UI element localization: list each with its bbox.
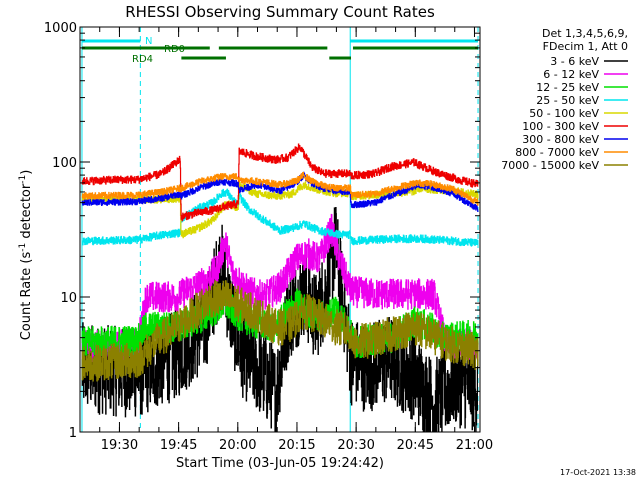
x-tick-label: 19:30	[101, 438, 138, 453]
legend-label: 25 - 50 keV	[536, 94, 599, 107]
x-tick-label: 19:45	[160, 438, 197, 453]
legend-label: 300 - 800 keV	[522, 133, 599, 146]
series-100-300-kev-line	[81, 143, 479, 222]
legend-label: 3 - 6 keV	[550, 55, 599, 68]
state-bar-label-rd0: RD0	[164, 44, 185, 55]
x-tick-label: 20:30	[337, 438, 374, 453]
x-tick-label: 21:00	[456, 438, 493, 453]
y-tick-label: 1000	[44, 21, 77, 36]
legend-label: 7000 - 15000 keV	[501, 159, 599, 172]
legend-label: 100 - 300 keV	[522, 120, 599, 133]
y-axis-title-end: )	[19, 170, 34, 175]
plot-area: N RD0 RD4 1 10 100 1000 19:30 19:45 20:00 20:15 20:…	[44, 21, 493, 453]
y-tick-label: 10	[60, 291, 77, 306]
chart-title: RHESSI Observing Summary Count Rates	[125, 3, 435, 21]
series-300-800-kev-line	[81, 171, 479, 212]
y-axis-title-mid: detector	[19, 183, 34, 243]
legend-label: 800 - 7000 keV	[515, 146, 599, 159]
footer-timestamp: 17-Oct-2021 13:38	[560, 468, 636, 477]
x-tick-label: 20:45	[397, 438, 434, 453]
legend-label: 6 - 12 keV	[543, 68, 599, 81]
series-group	[81, 143, 479, 432]
series-6-12-kev-line	[81, 213, 479, 362]
y-axis-title-sup1: -1	[18, 243, 28, 252]
legend-header-line: Det 1,3,4,5,6,9,	[542, 27, 628, 40]
y-axis-title: Count Rate (s-1 detector-1)	[18, 170, 34, 341]
legend: Det 1,3,4,5,6,9,FDecim 1, Att 0 3 - 6 keV…	[501, 27, 628, 172]
y-tick-label: 1	[69, 426, 77, 441]
series-7000-15000-kev-line	[81, 280, 479, 382]
state-bar-label-n: N	[145, 36, 152, 47]
series-25-50-kev-line	[81, 188, 479, 247]
x-axis-title: Start Time (03-Jun-05 19:24:42)	[176, 456, 384, 471]
y-axis-title-sup2: -1	[18, 175, 28, 184]
x-tick-label: 20:15	[278, 438, 315, 453]
series-800-7000-kev-line	[81, 171, 479, 206]
state-bar-label-rd4: RD4	[132, 54, 153, 65]
legend-label: 12 - 25 keV	[536, 81, 599, 94]
legend-label: 50 - 100 keV	[529, 107, 599, 120]
y-tick-label: 100	[52, 156, 77, 171]
legend-header-line: FDecim 1, Att 0	[543, 40, 628, 53]
x-tick-label: 20:00	[219, 438, 256, 453]
plot-frame	[79, 26, 481, 433]
y-axis-title-main: Count Rate (s	[19, 252, 34, 341]
